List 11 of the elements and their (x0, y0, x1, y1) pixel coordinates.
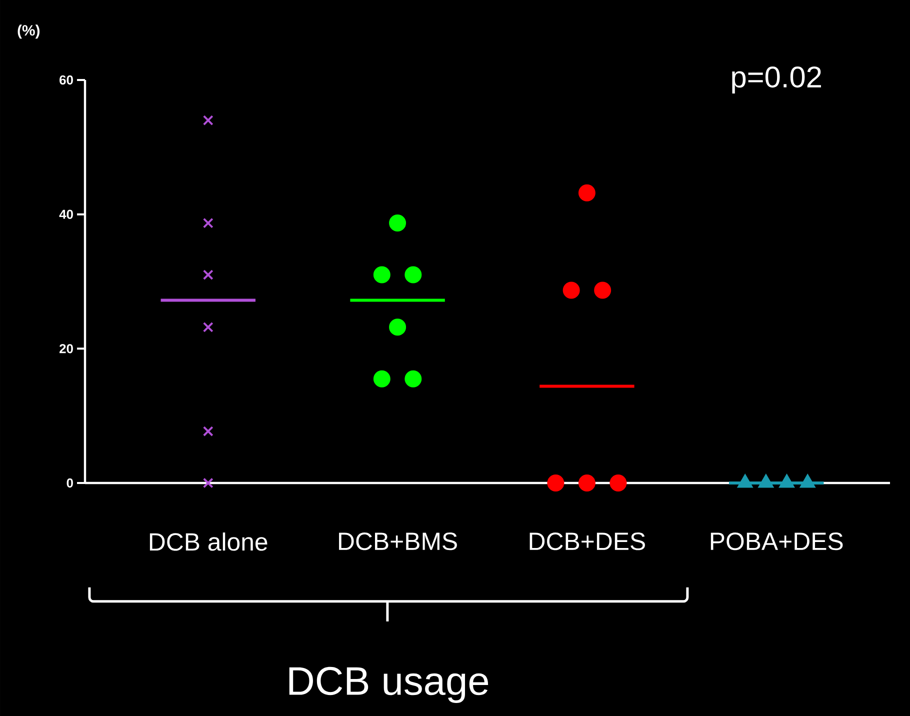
y-tick-label: 20 (60, 344, 73, 354)
x-tick-label: DCB+BMS (339, 532, 457, 550)
y-axis-title: (%) (18, 24, 40, 39)
annotation: p=0.02 (732, 66, 821, 94)
text: DCB usage (289, 666, 488, 704)
x-tick-label: DCB+DES (530, 532, 645, 550)
x-tick-label: POBA+DES (710, 532, 843, 550)
y-tick-label: 60 (60, 75, 73, 85)
x-tick-label: DCB alone (150, 532, 268, 551)
y-tick-label: 40 (59, 210, 73, 219)
y-tick-label: 0 (66, 478, 73, 488)
